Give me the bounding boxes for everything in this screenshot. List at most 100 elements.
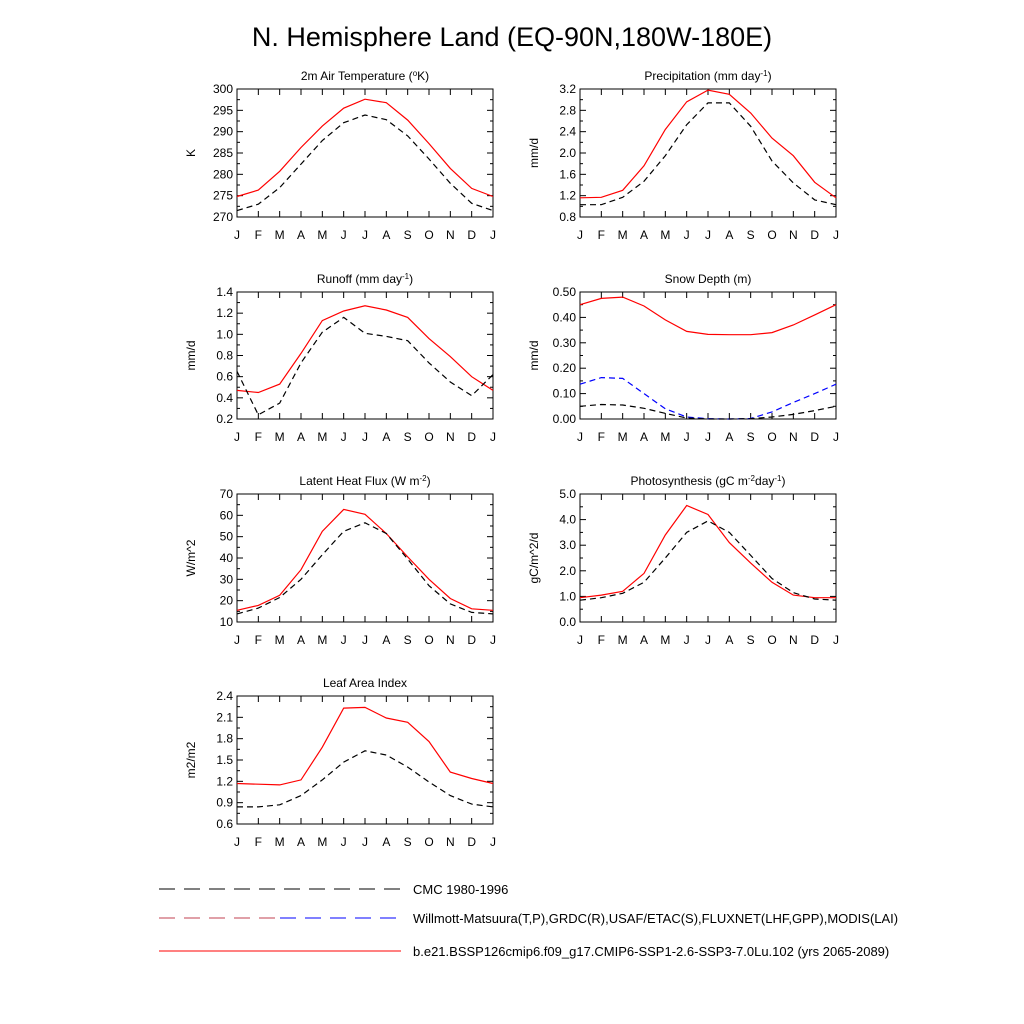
y-tick-label: 1.6	[559, 167, 576, 181]
x-tick-label: M	[618, 228, 628, 242]
y-tick-label: 0.4	[216, 391, 233, 405]
x-tick-label: N	[789, 430, 798, 444]
x-tick-label: N	[446, 430, 455, 444]
panel-4: Snow Depth (m) 0.00 0.10 0.20 0.30 0.40 0.50 J F…	[527, 272, 839, 444]
x-tick-label: J	[341, 228, 347, 242]
panel-5: Latent Heat Flux (W m-2) 10 20 30 40 50 60 70 J F…	[184, 474, 496, 648]
x-tick-label: J	[362, 228, 368, 242]
y-tick-label: 4.0	[559, 513, 576, 527]
plot-frame	[579, 88, 837, 218]
x-tick-label: N	[446, 633, 455, 647]
x-tick-label: M	[660, 430, 670, 444]
panel-title: Runoff (mm day-1)	[317, 272, 413, 287]
x-tick-label: J	[362, 430, 368, 444]
y-tick-label: 0.30	[553, 336, 577, 350]
x-tick-label: A	[725, 430, 733, 444]
x-tick-label: M	[275, 430, 285, 444]
y-tick-label: 1.5	[216, 753, 233, 767]
x-tick-label: J	[684, 430, 690, 444]
x-tick-label: J	[234, 633, 240, 647]
x-tick-label: F	[255, 835, 262, 849]
y-tick-label: 10	[220, 615, 234, 629]
y-tick-label: 290	[213, 125, 233, 139]
x-tick-label: N	[446, 228, 455, 242]
series-line-model	[236, 508, 494, 611]
y-tick-label: 2.1	[216, 710, 233, 724]
y-tick-label: 70	[220, 487, 234, 501]
x-tick-label: J	[833, 228, 839, 242]
x-tick-label: O	[424, 228, 433, 242]
x-tick-label: N	[789, 633, 798, 647]
x-tick-label: A	[640, 228, 648, 242]
y-tick-label: 60	[220, 508, 234, 522]
y-tick-label: 40	[220, 551, 234, 565]
panel-1: 2m Air Temperature (oK) 270 275 280 285 290 29…	[184, 69, 496, 243]
y-axis-label: m2/m2	[184, 741, 198, 778]
series-line-model	[579, 89, 837, 199]
panel-title: Precipitation (mm day-1)	[644, 69, 771, 84]
x-tick-label: D	[467, 633, 476, 647]
plot-frame	[236, 291, 494, 420]
x-tick-label: J	[577, 430, 583, 444]
y-tick-label: 0.00	[553, 412, 577, 426]
x-tick-label: J	[362, 835, 368, 849]
x-tick-label: J	[341, 633, 347, 647]
series-line-obs	[236, 316, 494, 416]
y-tick-label: 2.0	[559, 564, 576, 578]
x-tick-label: A	[297, 228, 305, 242]
legend: CMC 1980-1996 Willmott-Matsuura(T,P),GRDC…	[159, 882, 898, 959]
x-tick-label: A	[640, 633, 648, 647]
x-tick-label: J	[833, 633, 839, 647]
x-tick-label: M	[275, 835, 285, 849]
y-tick-label: 300	[213, 82, 233, 96]
plot-frame	[236, 695, 494, 825]
x-tick-label: J	[341, 430, 347, 444]
panel-title: Snow Depth (m)	[665, 272, 752, 286]
x-tick-label: S	[404, 633, 412, 647]
x-tick-label: S	[747, 430, 755, 444]
x-tick-label: J	[684, 228, 690, 242]
y-tick-label: 280	[213, 167, 233, 181]
series-line-obs	[579, 403, 837, 420]
x-tick-label: F	[255, 430, 262, 444]
x-tick-label: J	[577, 228, 583, 242]
y-tick-label: 50	[220, 530, 234, 544]
x-tick-label: M	[317, 633, 327, 647]
x-tick-label: N	[446, 835, 455, 849]
y-tick-label: 0.2	[216, 412, 233, 426]
x-tick-label: F	[598, 633, 605, 647]
x-tick-label: D	[810, 430, 819, 444]
y-tick-label: 0.20	[553, 361, 577, 375]
x-tick-label: J	[577, 633, 583, 647]
x-tick-label: J	[490, 633, 496, 647]
x-tick-label: A	[725, 633, 733, 647]
series-line-model	[236, 98, 494, 198]
x-tick-label: M	[660, 228, 670, 242]
y-tick-label: 0.6	[216, 817, 233, 831]
series-line-obs	[236, 522, 494, 615]
x-tick-label: A	[640, 430, 648, 444]
x-tick-label: J	[490, 835, 496, 849]
x-tick-label: M	[275, 228, 285, 242]
legend-label: Willmott-Matsuura(T,P),GRDC(R),USAF/ETAC…	[413, 911, 898, 926]
legend-label: CMC 1980-1996	[413, 882, 508, 897]
x-tick-label: O	[767, 430, 776, 444]
series-line-obs_alt	[579, 376, 837, 420]
x-tick-label: A	[297, 633, 305, 647]
y-tick-label: 1.2	[216, 306, 233, 320]
x-tick-label: O	[424, 633, 433, 647]
legend-item: b.e21.BSSP126cmip6.f09_g17.CMIP6-SSP1-2.…	[159, 944, 889, 959]
x-tick-label: M	[317, 430, 327, 444]
legend-label: b.e21.BSSP126cmip6.f09_g17.CMIP6-SSP1-2.…	[413, 944, 889, 959]
x-tick-label: M	[317, 228, 327, 242]
x-tick-label: A	[725, 228, 733, 242]
y-tick-label: 20	[220, 594, 234, 608]
y-tick-label: 2.4	[216, 689, 233, 703]
panel-title: 2m Air Temperature (oK)	[301, 69, 429, 84]
x-tick-label: J	[705, 633, 711, 647]
x-tick-label: M	[618, 430, 628, 444]
x-tick-label: J	[362, 633, 368, 647]
y-axis-label: K	[184, 149, 198, 157]
x-tick-label: J	[705, 228, 711, 242]
